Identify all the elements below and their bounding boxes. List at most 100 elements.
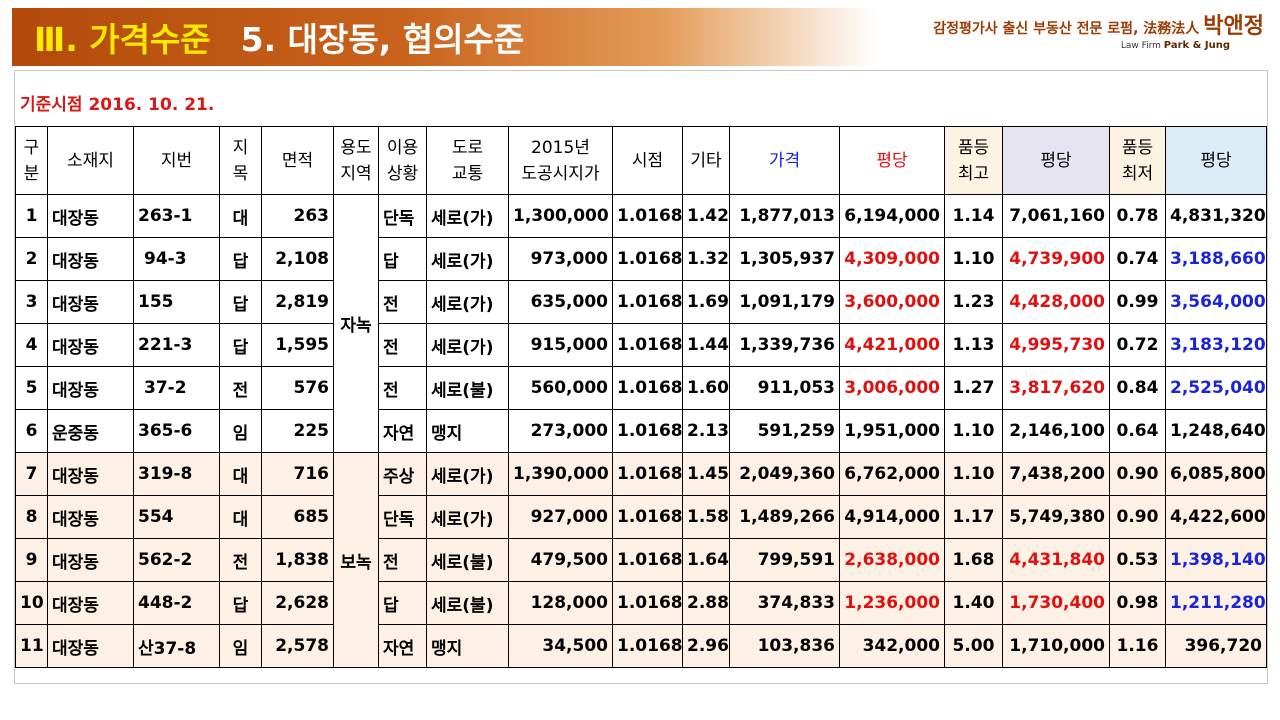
use-cell: 자연 <box>378 624 427 668</box>
per-pyeong-min-cell: 4,831,320 <box>1165 194 1267 238</box>
grade-max-cell: 5.00 <box>944 624 1003 668</box>
header-road: 도로 교통 <box>426 126 509 195</box>
other-factor-cell: 1.45 <box>682 452 730 496</box>
price-cell: 591,259 <box>729 409 840 453</box>
per-pyeong-max-cell: 7,061,160 <box>1002 194 1110 238</box>
lot-number-cell: 554 <box>133 495 220 539</box>
table-row: 5 대장동 37-2 전 576 전 세로(불) 560,000 1.0168 1.60 911,0… <box>15 366 1267 410</box>
per-pyeong-max-cell: 5,749,380 <box>1002 495 1110 539</box>
timepoint-cell: 1.0168 <box>612 495 683 539</box>
area-cell: 576 <box>261 366 334 410</box>
area-cell: 2,819 <box>261 280 334 324</box>
lot-number-cell: 산37-8 <box>133 624 220 668</box>
use-cell: 전 <box>378 280 427 324</box>
grade-min-cell: 0.99 <box>1109 280 1166 324</box>
title-banner: Ⅲ. 가격수준 5. 대장동, 협의수준 <box>12 8 878 66</box>
timepoint-cell: 1.0168 <box>612 237 683 281</box>
jimok-cell: 답 <box>219 581 262 625</box>
table-row: 2 대장동 94-3 답 2,108 답 세로(가) 973,000 1.0168 1.32 1,3… <box>15 237 1267 281</box>
per-pyeong-cell: 3,600,000 <box>839 280 945 324</box>
per-pyeong-min-cell: 1,211,280 <box>1165 581 1267 625</box>
official-price-cell: 479,500 <box>508 538 613 582</box>
road-cell: 세로(가) <box>426 237 509 281</box>
location-cell: 대장동 <box>47 495 134 539</box>
per-pyeong-cell: 4,421,000 <box>839 323 945 367</box>
table-row: 9 대장동 562-2 전 1,838 전 세로(불) 479,500 1.0168 1.64 79… <box>15 538 1267 582</box>
grade-min-cell: 0.90 <box>1109 495 1166 539</box>
grade-max-cell: 1.13 <box>944 323 1003 367</box>
use-cell: 전 <box>378 538 427 582</box>
firm-sub-prefix: Law Firm <box>1120 41 1164 51</box>
road-cell: 세로(가) <box>426 280 509 324</box>
per-pyeong-min-cell: 1,248,640 <box>1165 409 1267 453</box>
per-pyeong-min-cell: 4,422,600 <box>1165 495 1267 539</box>
header-grade-max: 품등 최고 <box>944 126 1003 195</box>
table-row: 11 대장동 산37-8 임 2,578 자연 맹지 34,500 1.0168 2.96 103,… <box>15 624 1267 668</box>
jimok-cell: 임 <box>219 624 262 668</box>
jimok-cell: 대 <box>219 452 262 496</box>
road-cell: 세로(가) <box>426 452 509 496</box>
price-cell: 1,489,266 <box>729 495 840 539</box>
timepoint-cell: 1.0168 <box>612 538 683 582</box>
per-pyeong-cell: 4,914,000 <box>839 495 945 539</box>
header-timepoint: 시점 <box>612 126 683 195</box>
lot-number-cell: 263-1 <box>133 194 220 238</box>
lot-number-cell: 319-8 <box>133 452 220 496</box>
road-cell: 세로(불) <box>426 366 509 410</box>
timepoint-cell: 1.0168 <box>612 194 683 238</box>
location-cell: 대장동 <box>47 538 134 582</box>
grade-max-cell: 1.23 <box>944 280 1003 324</box>
base-date: 기준시점 2016. 10. 21. <box>20 95 215 115</box>
row-number: 2 <box>15 237 48 281</box>
per-pyeong-min-cell: 1,398,140 <box>1165 538 1267 582</box>
area-cell: 2,108 <box>261 237 334 281</box>
grade-max-cell: 1.10 <box>944 409 1003 453</box>
lot-number-cell: 562-2 <box>133 538 220 582</box>
area-cell: 2,578 <box>261 624 334 668</box>
timepoint-cell: 1.0168 <box>612 409 683 453</box>
use-cell: 단독 <box>378 495 427 539</box>
use-cell: 전 <box>378 366 427 410</box>
other-factor-cell: 2.13 <box>682 409 730 453</box>
use-cell: 전 <box>378 323 427 367</box>
area-cell: 225 <box>261 409 334 453</box>
road-cell: 맹지 <box>426 624 509 668</box>
use-cell: 답 <box>378 237 427 281</box>
row-number: 1 <box>15 194 48 238</box>
per-pyeong-min-cell: 396,720 <box>1165 624 1267 668</box>
per-pyeong-max-cell: 1,710,000 <box>1002 624 1110 668</box>
grade-min-cell: 0.78 <box>1109 194 1166 238</box>
price-cell: 1,091,179 <box>729 280 840 324</box>
header-zone: 용도 지역 <box>333 126 379 195</box>
section-heading: Ⅲ. 가격수준 <box>34 20 211 59</box>
zone-cell: 자녹 <box>333 194 379 453</box>
header-other: 기타 <box>682 126 730 195</box>
per-pyeong-min-cell: 3,564,000 <box>1165 280 1267 324</box>
per-pyeong-max-cell: 3,817,620 <box>1002 366 1110 410</box>
use-cell: 단독 <box>378 194 427 238</box>
grade-max-cell: 1.14 <box>944 194 1003 238</box>
jimok-cell: 답 <box>219 323 262 367</box>
zone-cell: 보녹 <box>333 452 379 668</box>
official-price-cell: 560,000 <box>508 366 613 410</box>
lot-number-cell: 448-2 <box>133 581 220 625</box>
lot-number-cell: 221-3 <box>133 323 220 367</box>
grade-max-cell: 1.17 <box>944 495 1003 539</box>
other-factor-cell: 2.96 <box>682 624 730 668</box>
grade-min-cell: 0.98 <box>1109 581 1166 625</box>
row-number: 4 <box>15 323 48 367</box>
location-cell: 대장동 <box>47 366 134 410</box>
section-subtitle: 5. 대장동, 협의수준 <box>240 20 525 59</box>
price-cell: 911,053 <box>729 366 840 410</box>
use-cell: 주상 <box>378 452 427 496</box>
grade-min-cell: 0.90 <box>1109 452 1166 496</box>
per-pyeong-cell: 6,762,000 <box>839 452 945 496</box>
per-pyeong-cell: 2,638,000 <box>839 538 945 582</box>
road-cell: 맹지 <box>426 409 509 453</box>
per-pyeong-max-cell: 4,739,900 <box>1002 237 1110 281</box>
other-factor-cell: 1.64 <box>682 538 730 582</box>
official-price-cell: 915,000 <box>508 323 613 367</box>
jimok-cell: 답 <box>219 237 262 281</box>
road-cell: 세로(가) <box>426 194 509 238</box>
